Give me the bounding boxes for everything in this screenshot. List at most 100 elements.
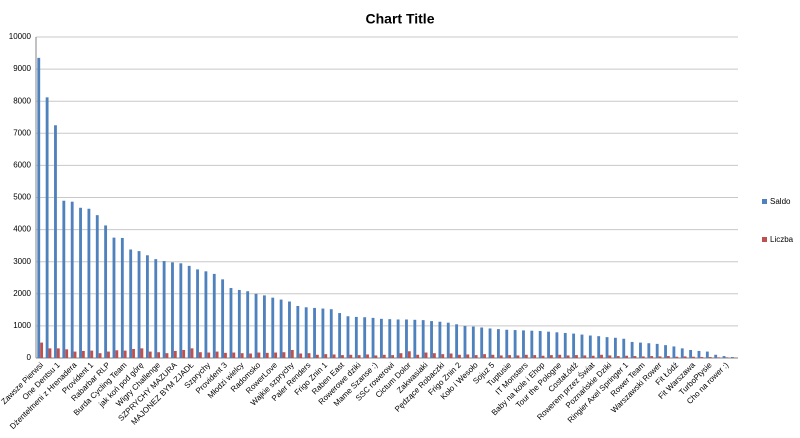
bar: [399, 353, 403, 358]
bar: [56, 348, 60, 358]
bar: [95, 215, 99, 358]
bar: [274, 352, 278, 358]
legend-label: Liczba: [770, 235, 794, 244]
bar: [346, 316, 350, 358]
bar: [37, 57, 41, 359]
bar: [580, 334, 584, 358]
bar: [530, 330, 534, 358]
bar: [588, 335, 592, 358]
bar: [212, 273, 216, 358]
bar: [555, 332, 559, 358]
y-tick-label: 2000: [13, 289, 31, 298]
y-tick-label: 10000: [9, 32, 32, 41]
bar: [505, 329, 509, 358]
bar: [388, 319, 392, 358]
bar: [641, 356, 645, 358]
y-tick-label: 6000: [13, 161, 31, 170]
bar: [583, 355, 587, 358]
bar: [591, 355, 595, 358]
bar: [148, 351, 152, 358]
bar: [513, 330, 517, 358]
bar: [446, 322, 450, 358]
bar: [658, 356, 662, 358]
bar: [391, 355, 395, 358]
bar: [232, 352, 236, 358]
bar: [290, 349, 294, 358]
bar: [207, 352, 211, 358]
bar: [65, 349, 69, 358]
bar: [123, 350, 127, 358]
bar: [639, 342, 642, 358]
bar: [196, 269, 199, 358]
bar: [496, 329, 500, 358]
bar: [714, 354, 718, 358]
bar: [664, 345, 667, 358]
bar: [441, 354, 445, 358]
bar: [329, 309, 333, 358]
bar: [162, 261, 166, 358]
bar: [282, 352, 286, 358]
bar: [672, 346, 676, 358]
bar: [421, 320, 425, 358]
bar: [215, 351, 219, 358]
bar: [633, 356, 637, 358]
bar: [354, 316, 358, 358]
bar: [558, 354, 562, 358]
bar: [341, 355, 344, 358]
bar: [675, 356, 679, 358]
bar: [240, 353, 244, 358]
bar: [315, 354, 319, 358]
bar: [692, 356, 695, 358]
bar: [265, 352, 269, 358]
bar: [62, 200, 66, 358]
bar: [717, 357, 720, 358]
bar: [249, 353, 252, 358]
bar: [458, 354, 461, 358]
bar: [630, 341, 634, 358]
bar: [338, 313, 342, 358]
bar: [73, 351, 77, 358]
bar: [424, 352, 428, 358]
bar: [416, 354, 420, 358]
y-tick-label: 7000: [13, 128, 31, 137]
y-tick-label: 1000: [13, 321, 31, 330]
bar: [187, 265, 191, 358]
bar: [613, 337, 617, 358]
bar: [474, 355, 478, 358]
bar: [549, 355, 553, 358]
y-tick-label: 9000: [13, 64, 31, 73]
bar: [625, 355, 629, 358]
bar: [480, 327, 484, 358]
legend-swatch: [762, 199, 767, 204]
bar: [157, 352, 161, 358]
bar: [483, 354, 486, 358]
bar: [132, 349, 135, 358]
bar: [666, 356, 670, 358]
bar: [79, 207, 82, 358]
bar: [616, 356, 620, 358]
bar: [198, 352, 202, 358]
bar: [466, 354, 470, 358]
chart-title: Chart Title: [366, 11, 435, 27]
bar: [70, 201, 74, 358]
y-tick-label: 4000: [13, 225, 31, 234]
bar: [655, 343, 659, 358]
bar: [296, 305, 300, 358]
bar: [491, 354, 495, 358]
bar: [722, 356, 726, 358]
bar: [379, 318, 383, 358]
bar: [541, 355, 545, 358]
y-tick-label: 3000: [13, 257, 31, 266]
bar: [608, 355, 612, 358]
bar: [229, 288, 233, 358]
bar: [622, 338, 626, 358]
bar: [179, 263, 183, 358]
bar: [430, 321, 433, 358]
bar: [107, 351, 110, 358]
bar: [508, 355, 512, 358]
bar: [182, 349, 186, 358]
bar: [254, 293, 258, 358]
bar: [313, 307, 316, 358]
